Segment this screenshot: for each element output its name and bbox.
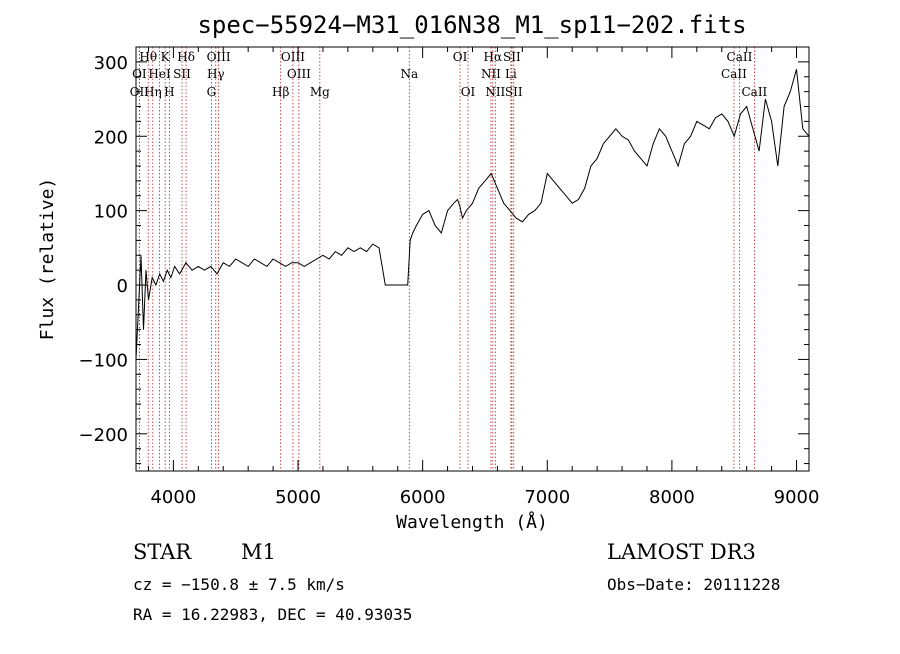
x-tick-label: 9000 <box>774 487 820 508</box>
object-subclass: M1 <box>241 540 276 564</box>
emission-line-markers <box>138 47 755 471</box>
survey-name: LAMOST DR3 <box>607 540 756 564</box>
axis-ticks <box>136 46 809 471</box>
emission-line-label: G <box>207 85 217 99</box>
emission-line-label: NII <box>485 85 505 99</box>
y-tick-labels: −200 −100 0 100 200 300 <box>79 53 128 446</box>
x-tick-label: 7000 <box>524 487 570 508</box>
emission-line-label: Hβ <box>272 85 289 99</box>
observation-date: Obs−Date: 20111228 <box>607 575 780 594</box>
ra-dec-coordinates: RA = 16.22983, DEC = 40.93035 <box>133 605 412 624</box>
emission-line-label: Hθ <box>139 50 157 64</box>
emission-line-label: Na <box>400 67 418 81</box>
redshift-cz: cz = −150.8 ± 7.5 km/s <box>133 575 345 594</box>
y-tick-label: 200 <box>94 127 128 148</box>
emission-line-label: OI <box>453 50 468 64</box>
emission-line-label: H <box>164 85 174 99</box>
emission-line-label: CaII <box>727 50 753 64</box>
emission-line-label: OI <box>132 67 147 81</box>
chart-title: spec−55924−M31_016N38_M1_sp11−202.fits <box>197 11 746 39</box>
emission-line-label: Hη <box>144 85 162 99</box>
emission-line-label: Hδ <box>177 50 195 64</box>
y-tick-label: 100 <box>94 202 128 223</box>
emission-line-label: HeI <box>148 67 171 81</box>
x-tick-label: 4000 <box>150 487 196 508</box>
emission-line-label: OIII <box>207 50 231 64</box>
emission-line-label: SII <box>173 67 191 81</box>
y-tick-label: 300 <box>94 53 128 74</box>
emission-line-label: OI <box>461 85 476 99</box>
emission-line-label: CaII <box>721 67 747 81</box>
emission-line-label: OIII <box>287 67 311 81</box>
emission-line-label: Hγ <box>207 67 225 81</box>
x-axis-label: Wavelength (Å) <box>396 511 548 533</box>
y-tick-label: 0 <box>117 276 128 297</box>
plot-frame <box>135 46 810 472</box>
x-tick-label: 8000 <box>649 487 695 508</box>
x-tick-label: 6000 <box>400 487 446 508</box>
emission-line-label: SII <box>503 50 521 64</box>
y-tick-label: −100 <box>79 350 128 371</box>
spectrum-line <box>135 69 810 360</box>
emission-line-label: SII <box>505 85 523 99</box>
x-tick-label: 5000 <box>275 487 321 508</box>
emission-line-label: NII <box>481 67 501 81</box>
y-axis-label: Flux (relative) <box>37 178 58 341</box>
emission-line-label: CaII <box>741 85 767 99</box>
object-class: STAR <box>133 540 192 564</box>
x-tick-labels: 4000 5000 6000 7000 8000 9000 <box>150 487 819 508</box>
emission-line-label: Mg <box>310 85 330 99</box>
emission-line-label: OIII <box>281 50 305 64</box>
y-tick-label: −200 <box>79 425 128 446</box>
emission-line-label: Hα <box>484 50 503 64</box>
emission-line-label: K <box>161 50 171 64</box>
emission-line-label: Li <box>505 67 517 81</box>
